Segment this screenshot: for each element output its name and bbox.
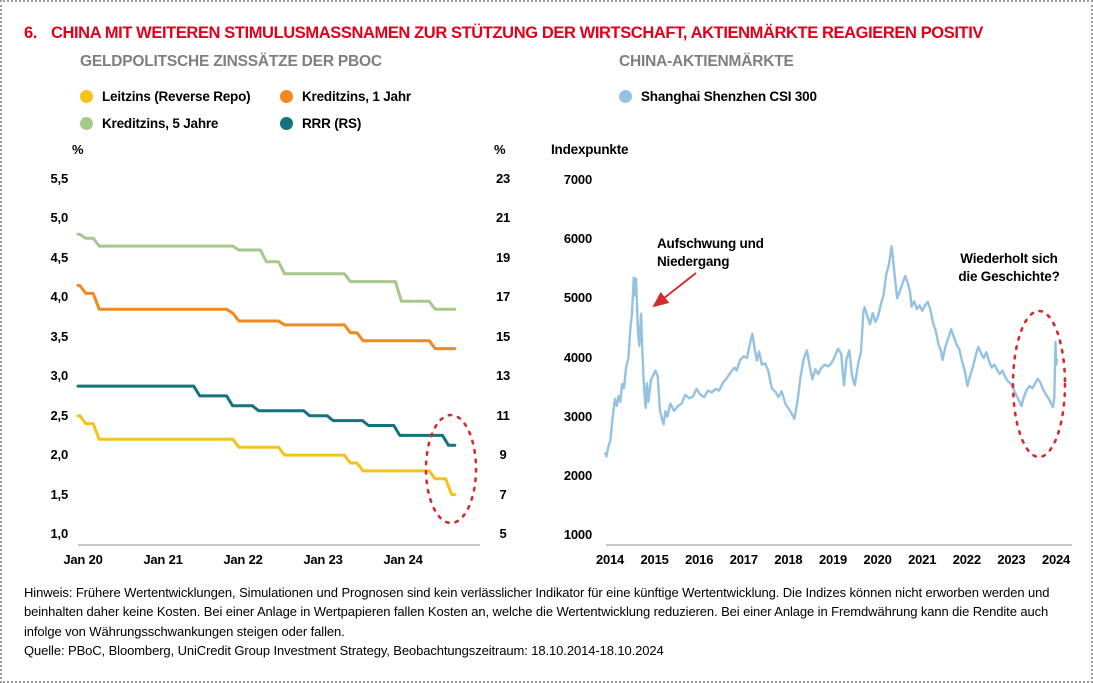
rrr-legend-dot-icon [280,117,293,130]
axis-tick-label: 2015 [640,552,669,567]
axis-tick-label: 4,5 [50,249,69,265]
axis-tick-label: 2000 [563,467,592,483]
legend-label: Kreditzins, 5 Jahre [102,116,219,131]
axis-tick-label: 5000 [563,290,592,306]
axis-tick-label: 19 [495,249,511,265]
axis-tick-label: 2014 [595,552,625,567]
axis-tick-label: 5,0 [50,210,69,226]
csi300-legend-dot-icon [619,90,632,103]
quelle-text: Quelle: PBoC, Bloomberg, UniCredit Group… [24,642,664,658]
annotation-line: Aufschwung und [657,236,764,251]
axis-tick-label: 5 [499,526,507,541]
highlight-ellipse-left [424,413,478,525]
axis-tick-label: 1000 [563,527,592,542]
legend-item-leitzins: Leitzins (Reverse Repo) [80,89,251,104]
kreditzins5-legend-dot-icon [80,117,93,130]
axis-tick-label: 7 [499,486,507,502]
annotation-line: Wiederholt sich [960,251,1058,266]
axis-tick-label: 2017 [729,552,758,567]
axis-tick-label: 3,5 [50,328,69,344]
axis-tick-label: 2019 [818,552,848,567]
axis-tick-label: 1,0 [50,526,69,541]
axis-tick-label: 4000 [563,349,592,365]
axis-tick-label: 17 [495,289,511,305]
annotation-arrow-icon [652,272,697,308]
left-chart-title: GELDPOLITSCHE ZINSSÄTZE DER PBOC [80,53,382,70]
annotation-aufschwung: Aufschwung und Niedergang [657,235,764,271]
axis-tick-label: 2018 [774,552,803,567]
axis-tick-label: 2021 [908,552,937,567]
axis-tick-label: 9 [499,447,507,463]
axis-tick-label: 4,0 [50,289,69,305]
axis-tick-label: 2016 [685,552,714,567]
right-axis-unit: Indexpunkte [551,142,629,157]
axis-tick-label: 11 [496,407,510,423]
series-line-leitzins-reverse-repo- [76,414,457,497]
kreditzins1-legend-dot-icon [280,90,293,103]
axis-tick-label: 13 [495,368,511,384]
series-line-kreditzins-1-jahr [76,284,457,351]
axis-tick-label: 2,0 [50,447,69,463]
axis-tick-label: 21 [495,210,511,226]
figure-number: 6. [24,24,37,42]
axis-tick-label: 1,5 [50,486,69,502]
axis-tick-label: Jan 21 [143,552,183,567]
footnote: Hinweis: Frühere Wertentwicklungen, Simu… [24,583,1082,660]
axis-tick-label: Jan 24 [383,552,423,567]
axis-tick-label: 23 [495,171,511,186]
right-chart-title: CHINA-AKTIENMÄRKTE [619,53,794,70]
legend-label: Shanghai Shenzhen CSI 300 [641,89,817,104]
axis-tick-label: 6000 [563,231,592,247]
annotation-wiederholt: Wiederholt sich die Geschichte? [950,250,1068,286]
figure-title: 6. CHINA MIT WEITEREN STIMULUSMASSNAMEN … [24,24,983,43]
axis-tick-label: 5,5 [50,171,69,186]
annotation-line: die Geschichte? [958,269,1060,284]
annotation-line: Niedergang [657,254,730,269]
legend-label: Kreditzins, 1 Jahr [302,89,411,104]
axis-tick-label: 2,5 [50,407,69,423]
legend-item-kreditzins-5j: Kreditzins, 5 Jahre [80,116,218,131]
legend-label: RRR (RS) [302,116,362,131]
legend-label: Leitzins (Reverse Repo) [102,89,251,104]
axis-tick-label: Jan 20 [63,552,103,567]
left-axis-unit: % [72,142,84,157]
axis-tick-label: Jan 23 [303,552,343,567]
axis-tick-label: 7000 [563,172,592,187]
figure-title-text: CHINA MIT WEITEREN STIMULUSMASSNAMEN ZUR… [50,24,983,42]
leitzins-legend-dot-icon [80,90,93,103]
highlight-ellipse-right [1011,309,1067,459]
series-line-rrr-rs- [76,384,457,447]
axis-tick-label: 2020 [863,552,892,567]
legend-item-rrr: RRR (RS) [280,116,361,131]
hinweis-text: Hinweis: Frühere Wertentwicklungen, Simu… [24,585,1050,639]
series-line-kreditzins-5-jahre [76,232,457,311]
left-chart-right-axis-unit: % [494,142,506,157]
series-line-csi-300 [603,245,1059,458]
axis-tick-label: 3,0 [50,368,69,384]
axis-tick-label: 15 [495,328,511,344]
axis-tick-label: 2023 [997,552,1026,567]
legend-item-kreditzins-1j: Kreditzins, 1 Jahr [280,89,411,104]
axis-tick-label: Jan 22 [223,552,263,567]
axis-tick-label: 3000 [563,408,592,424]
legend-item-csi300: Shanghai Shenzhen CSI 300 [619,89,817,104]
axis-tick-label: 2024 [1041,552,1071,567]
axis-tick-label: 2022 [952,552,981,567]
